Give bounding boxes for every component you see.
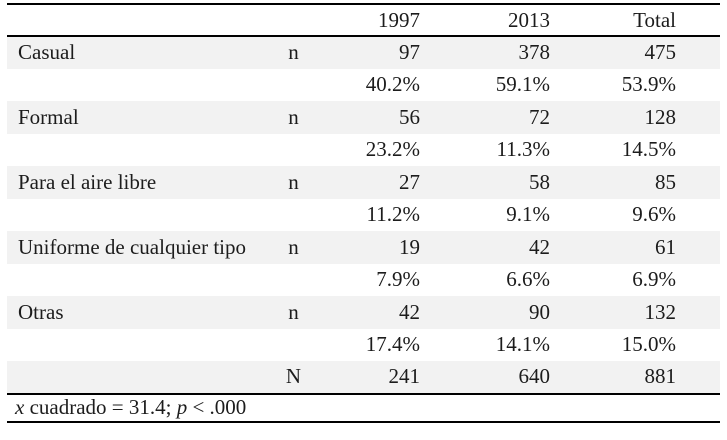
value-1997: 56 <box>399 104 420 129</box>
value-1997: 42 <box>399 299 420 324</box>
row-uniforme-n: Uniforme de cualquier tipo n 19 42 61 <box>7 231 720 264</box>
header-row: 1997 2013 Total <box>7 4 720 36</box>
chi-square-x-symbol: x <box>15 395 25 419</box>
col-header-stat-blank <box>270 4 317 36</box>
value-2013: 11.3% <box>496 137 550 162</box>
stat-label <box>270 134 317 167</box>
category-label <box>7 361 270 394</box>
value-2013: 640 <box>518 364 551 389</box>
category-label <box>7 134 270 167</box>
p-value-text: < .000 <box>187 395 247 419</box>
chi-square-value-text: cuadrado = 31.4; <box>24 395 177 419</box>
stat-label: N <box>285 364 302 389</box>
value-2013: 59.1% <box>495 72 550 97</box>
row-otras-pct: 17.4% 14.1% 15.0% <box>7 329 720 362</box>
category-label: Formal <box>18 104 79 129</box>
value-1997: 40.2% <box>365 72 420 97</box>
col-header-category-blank <box>7 4 270 36</box>
value-2013: 14.1% <box>495 332 550 357</box>
stat-label <box>270 329 317 362</box>
stat-label: n <box>288 169 299 194</box>
value-total: 53.9% <box>621 72 676 97</box>
category-label: Otras <box>18 299 64 324</box>
value-1997: 27 <box>399 169 420 194</box>
value-1997: 241 <box>388 364 421 389</box>
value-total: 475 <box>644 40 677 65</box>
stat-label: n <box>288 299 299 324</box>
category-label: Casual <box>18 40 76 65</box>
row-otras-n: Otras n 42 90 132 <box>7 296 720 329</box>
value-2013: 58 <box>529 169 550 194</box>
stat-label <box>270 199 317 232</box>
stat-label: n <box>288 104 299 129</box>
col-header-total: Total <box>633 7 676 32</box>
category-label <box>7 199 270 232</box>
value-total: 15.0% <box>621 332 676 357</box>
value-total: 9.6% <box>632 202 676 227</box>
value-2013: 90 <box>529 299 550 324</box>
value-2013: 6.6% <box>506 267 550 292</box>
value-total: 6.9% <box>632 267 676 292</box>
value-1997: 97 <box>399 40 420 65</box>
value-1997: 17.4% <box>365 332 420 357</box>
value-total: 14.5% <box>621 137 676 162</box>
chi-square-note: x cuadrado = 31.4; p < .000 <box>7 394 720 422</box>
row-aire-libre-n: Para el aire libre n 27 58 85 <box>7 166 720 199</box>
value-1997: 19 <box>399 234 420 259</box>
stat-label <box>270 264 317 297</box>
value-total: 881 <box>644 364 677 389</box>
row-aire-libre-pct: 11.2% 9.1% 9.6% <box>7 199 720 232</box>
col-header-2013: 2013 <box>508 7 550 32</box>
value-total: 128 <box>644 104 677 129</box>
category-label <box>7 329 270 362</box>
category-label <box>7 69 270 102</box>
row-uniforme-pct: 7.9% 6.6% 6.9% <box>7 264 720 297</box>
value-2013: 378 <box>518 40 551 65</box>
value-total: 61 <box>655 234 676 259</box>
category-label: Para el aire libre <box>18 169 157 194</box>
col-header-1997: 1997 <box>378 7 420 32</box>
row-casual-n: Casual n 97 378 475 <box>7 36 720 69</box>
p-symbol: p <box>176 395 188 419</box>
stat-label <box>270 69 317 102</box>
row-formal-n: Formal n 56 72 128 <box>7 101 720 134</box>
value-total: 132 <box>644 299 677 324</box>
value-2013: 42 <box>529 234 550 259</box>
row-casual-pct: 40.2% 59.1% 53.9% <box>7 69 720 102</box>
row-grand-total-n: N 241 640 881 <box>7 361 720 394</box>
value-1997: 23.2% <box>365 137 420 162</box>
category-label <box>7 264 270 297</box>
category-label: Uniforme de cualquier tipo <box>18 234 247 259</box>
footnote-row: x cuadrado = 31.4; p < .000 <box>7 394 720 422</box>
stat-label: n <box>288 234 299 259</box>
row-formal-pct: 23.2% 11.3% 14.5% <box>7 134 720 167</box>
crosstab-table: 1997 2013 Total Casual n 97 378 475 40.2… <box>7 3 720 423</box>
stat-label: n <box>288 40 299 65</box>
value-1997: 7.9% <box>376 267 420 292</box>
value-2013: 72 <box>529 104 550 129</box>
value-total: 85 <box>655 169 676 194</box>
value-2013: 9.1% <box>506 202 550 227</box>
value-1997: 11.2% <box>366 202 420 227</box>
